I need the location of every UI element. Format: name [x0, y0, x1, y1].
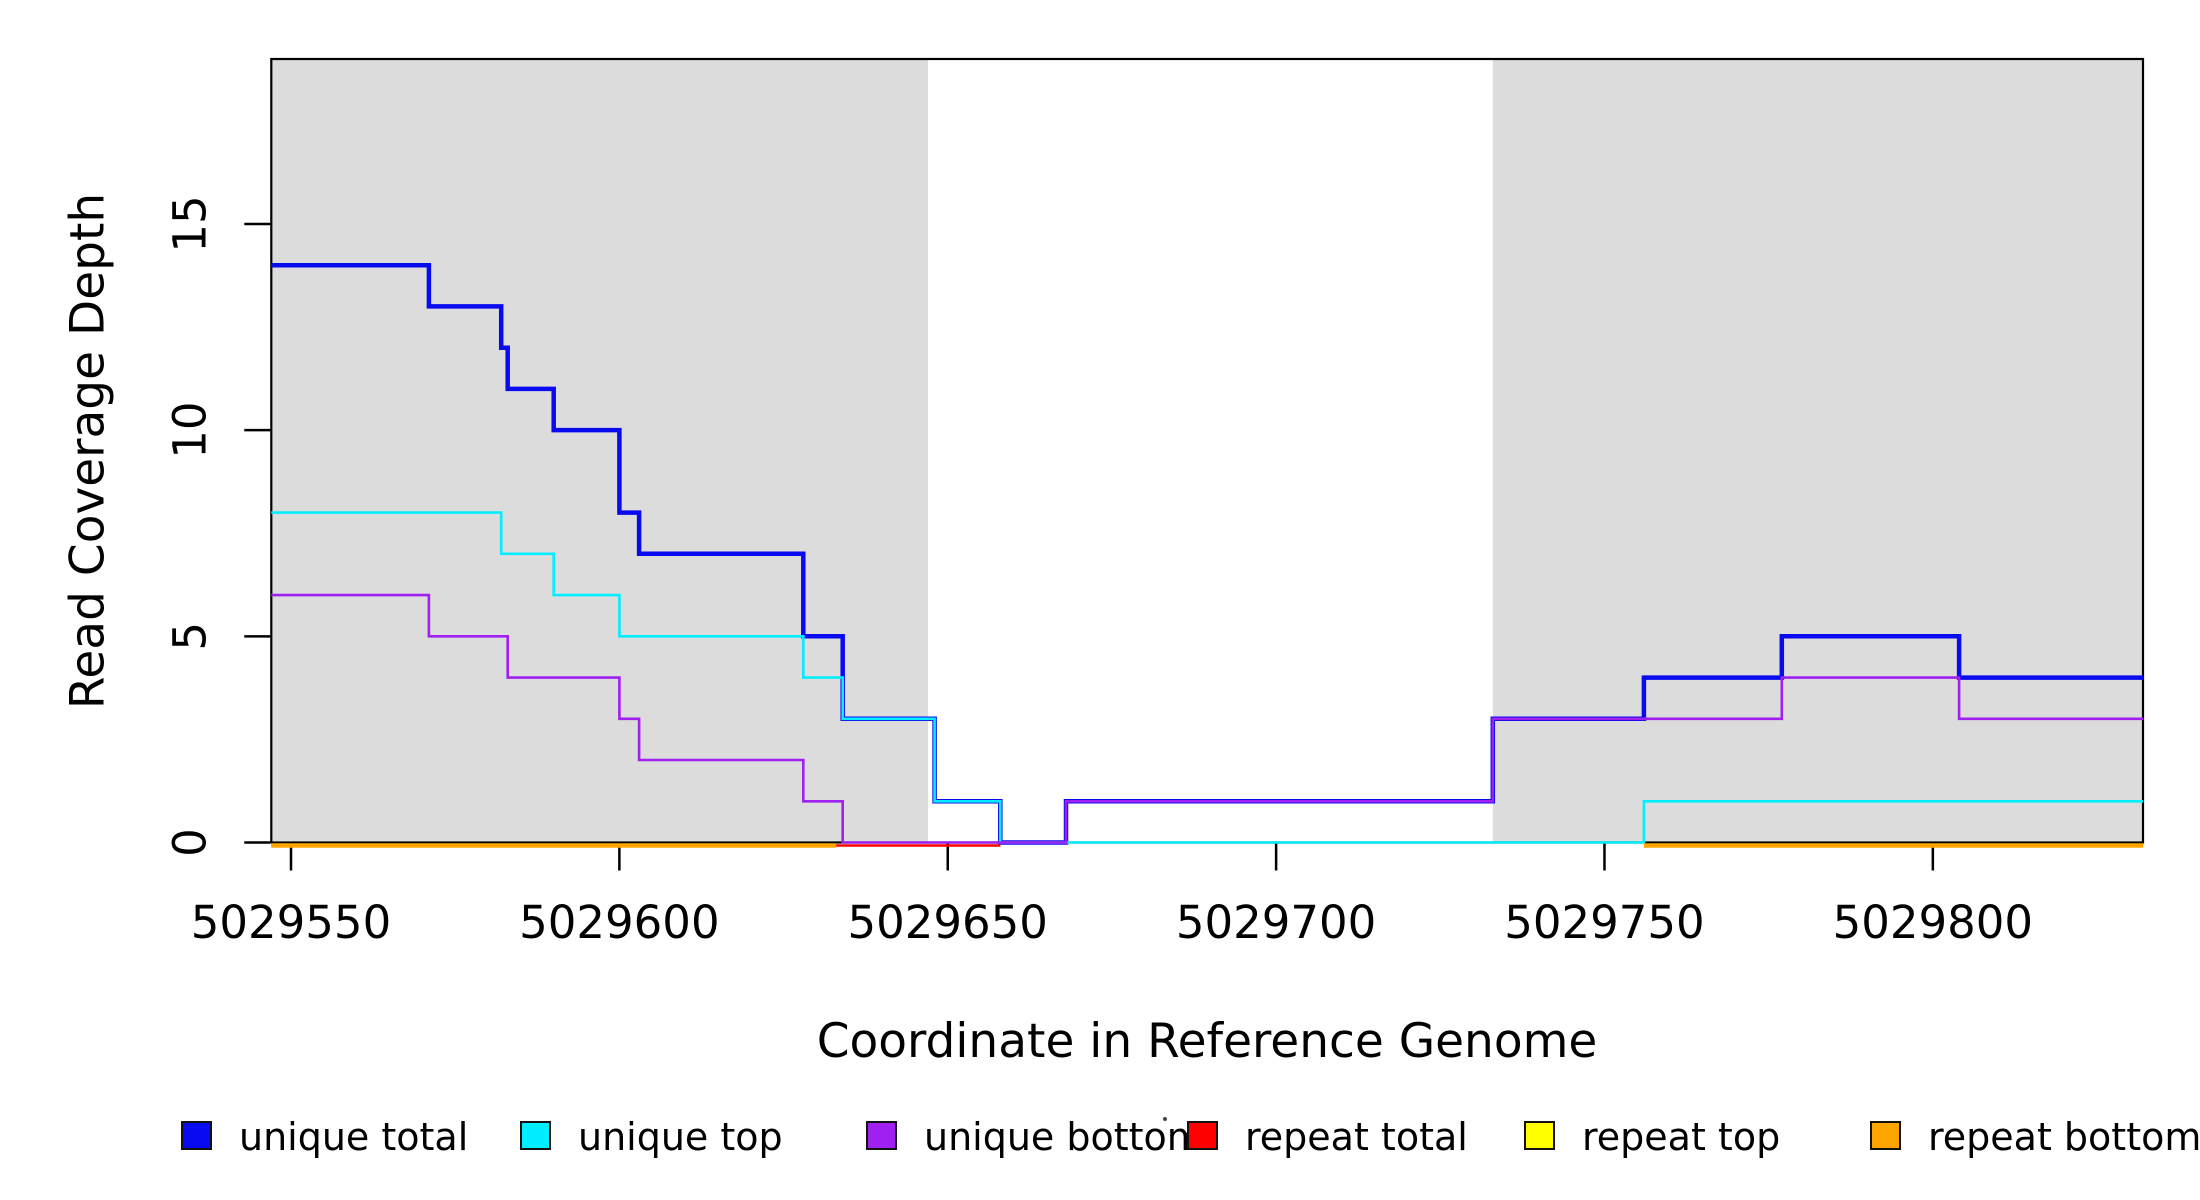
y-tick-label: 5 — [163, 622, 216, 651]
x-tick-label: 5029800 — [1833, 896, 2033, 949]
series-unique-top — [271, 511, 2143, 844]
y-tick-label: 15 — [163, 195, 216, 252]
repeat-region-shading — [1492, 59, 2143, 843]
repeat-region-shading — [271, 59, 929, 843]
x-tick-label: 5029750 — [1504, 896, 1704, 949]
y-axis-title: Read Coverage Depth — [60, 192, 116, 710]
y-tick-label: 0 — [163, 828, 216, 857]
x-tick-label: 5029700 — [1176, 896, 1376, 949]
x-tick-label: 5029550 — [191, 896, 391, 949]
x-tick-label: 5029650 — [848, 896, 1048, 949]
y-tick-label: 10 — [163, 401, 216, 458]
x-tick-label: 5029600 — [519, 896, 719, 949]
x-axis-title: Coordinate in Reference Genome — [816, 1014, 1598, 1069]
series-unique-bottom — [271, 593, 2143, 844]
